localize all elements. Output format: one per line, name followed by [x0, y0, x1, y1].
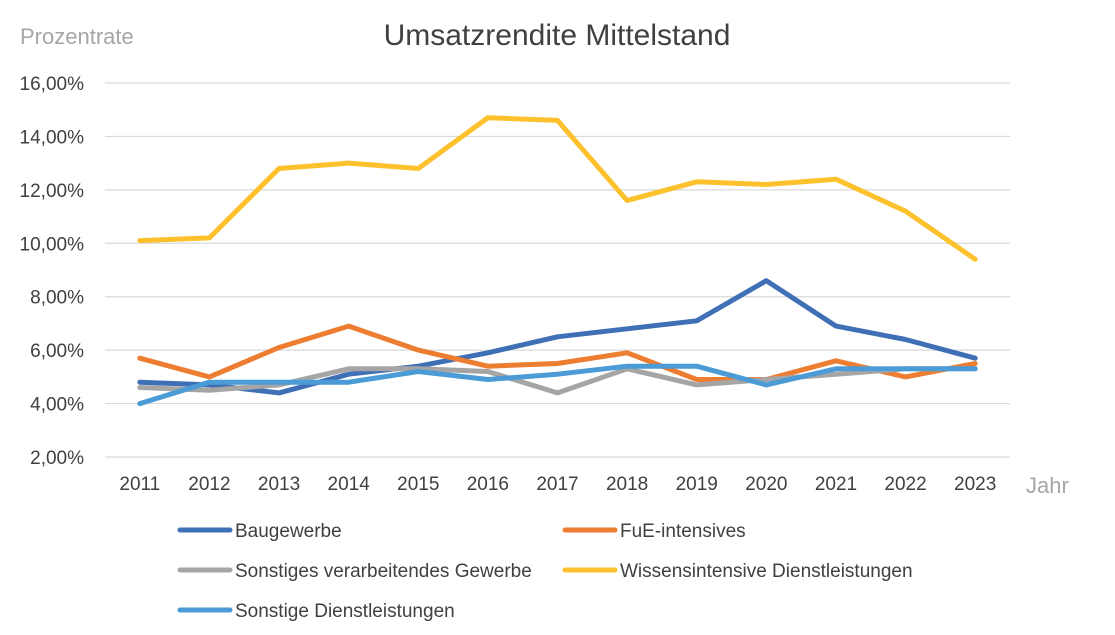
series-lines [137, 115, 978, 407]
y-tick-label: 12,00% [20, 181, 85, 202]
x-tick-label: 2020 [745, 474, 787, 495]
x-tick-label: 2016 [467, 474, 509, 495]
x-tick-label: 2014 [328, 474, 371, 495]
legend-label: Wissensintensive Dienstleistungen [620, 561, 913, 582]
x-tick-label: 2023 [954, 474, 996, 495]
x-tick-label: 2019 [676, 474, 718, 495]
gridlines [105, 82, 1010, 458]
y-tick-label: 8,00% [30, 288, 84, 309]
legend-label: FuE-intensives [620, 521, 746, 542]
x-tick-label: 2015 [397, 474, 439, 495]
series-line [137, 278, 978, 396]
x-axis-title: Jahr [1026, 473, 1069, 498]
legend: Baugewerbe FuE-intensives Sonstiges verarb… [177, 521, 913, 622]
y-axis-title: Prozentrate [20, 24, 134, 49]
y-tick-label: 2,00% [30, 448, 84, 469]
legend-label: Baugewerbe [235, 521, 342, 542]
legend-label: Sonstiges verarbeitendes Gewerbe [235, 561, 532, 582]
x-tick-label: 2022 [884, 474, 926, 495]
y-tick-label: 16,00% [20, 74, 85, 95]
x-axis-ticks: 2011 2012 2013 2014 2015 2016 2017 2018 2019 2020… [119, 474, 996, 495]
chart-title: Umsatzrendite Mittelstand [384, 19, 731, 52]
y-tick-label: 6,00% [30, 341, 84, 362]
y-tick-label: 14,00% [20, 127, 85, 148]
x-tick-label: 2011 [119, 474, 160, 495]
x-tick-label: 2013 [258, 474, 300, 495]
y-tick-label: 4,00% [30, 395, 84, 416]
x-tick-label: 2012 [188, 474, 230, 495]
series-line [137, 363, 978, 407]
x-tick-label: 2018 [606, 474, 648, 495]
legend-label: Sonstige Dienstleistungen [235, 601, 455, 622]
series-line [137, 366, 978, 396]
series-line [137, 115, 978, 262]
x-tick-label: 2017 [536, 474, 578, 495]
x-tick-label: 2021 [815, 474, 857, 495]
series-line [137, 323, 978, 382]
y-axis-ticks: 2,00% 4,00% 6,00% 8,00% 10,00% 12,00% 14,00% 16… [20, 74, 85, 469]
y-tick-label: 10,00% [20, 234, 85, 255]
